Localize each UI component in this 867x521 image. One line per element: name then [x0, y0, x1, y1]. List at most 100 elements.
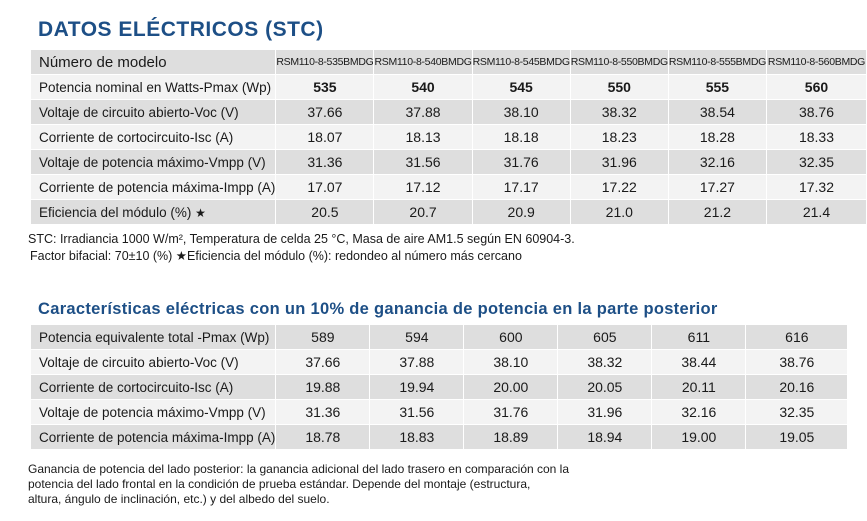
bifacial-factor-note: Factor bifacial: 70±10 (%) ★Eficiencia d… [30, 249, 522, 263]
table-cell: 18.89 [463, 424, 559, 450]
table-cell: 19.88 [275, 374, 371, 400]
table-cell: 17.22 [569, 174, 669, 200]
rear-gain-table: Potencia equivalente total -Pmax (Wp) 58… [29, 324, 849, 450]
table-cell: 560 [765, 74, 867, 100]
table-cell: 37.66 [275, 99, 375, 125]
stc-electrical-table: Número de modelo RSM110-8-535BMDG RSM110… [29, 49, 867, 225]
section-title: Características eléctricas con un 10% de… [38, 300, 718, 318]
row-label: Potencia equivalente total -Pmax (Wp) [29, 324, 277, 350]
table-cell: 32.16 [651, 399, 747, 425]
table-cell: 38.54 [667, 99, 767, 125]
table-cell: 38.76 [765, 99, 867, 125]
table-cell: 38.10 [463, 349, 559, 375]
table-cell: 32.35 [745, 399, 849, 425]
table-cell: 18.94 [557, 424, 653, 450]
table-cell: 18.18 [471, 124, 571, 150]
row-label: Corriente de cortocircuito-Isc (A) [29, 374, 277, 400]
row-label: Corriente de cortocircuito-Isc (A) [29, 124, 277, 150]
table-cell: 18.23 [569, 124, 669, 150]
model-name: RSM110-8-540BMDG [373, 49, 473, 75]
row-label: Potencia nominal en Watts-Pmax (Wp) [29, 74, 277, 100]
table-cell: 17.07 [275, 174, 375, 200]
table-cell: 38.32 [569, 99, 669, 125]
table-cell: 31.96 [557, 399, 653, 425]
table-cell: 18.07 [275, 124, 375, 150]
table-cell: 550 [569, 74, 669, 100]
table-cell: 589 [275, 324, 371, 350]
table-cell: 31.36 [275, 149, 375, 175]
table-cell: 18.13 [373, 124, 473, 150]
table-cell: 37.88 [373, 99, 473, 125]
table-cell: 38.32 [557, 349, 653, 375]
table-cell: 38.10 [471, 99, 571, 125]
table-cell: 31.96 [569, 149, 669, 175]
table-cell: 20.16 [745, 374, 849, 400]
model-name: RSM110-8-550BMDG [569, 49, 669, 75]
table-cell: 17.27 [667, 174, 767, 200]
table-cell: 20.9 [471, 199, 571, 225]
table-cell: 20.11 [651, 374, 747, 400]
table-cell: 20.00 [463, 374, 559, 400]
table-cell: 31.56 [369, 399, 465, 425]
table-cell: 540 [373, 74, 473, 100]
table-cell: 21.4 [765, 199, 867, 225]
table-row: Eficiencia del módulo (%) ★ 20.5 20.7 20… [29, 199, 867, 225]
table-cell: 18.28 [667, 124, 767, 150]
table-row: Voltaje de potencia máximo-Vmpp (V) 31.3… [29, 399, 849, 425]
table-cell: 600 [463, 324, 559, 350]
table-cell: 21.0 [569, 199, 669, 225]
stc-conditions-note: STC: Irradiancia 1000 W/m², Temperatura … [28, 232, 575, 246]
table-row: Voltaje de potencia máximo-Vmpp (V) 31.3… [29, 149, 867, 175]
table-cell: 19.00 [651, 424, 747, 450]
row-label: Voltaje de potencia máximo-Vmpp (V) [29, 399, 277, 425]
page-title: DATOS ELÉCTRICOS (STC) [38, 18, 324, 41]
table-cell: 18.78 [275, 424, 371, 450]
table-cell: 32.35 [765, 149, 867, 175]
table-cell: 20.5 [275, 199, 375, 225]
row-label: Voltaje de potencia máximo-Vmpp (V) [29, 149, 277, 175]
table-cell: 535 [275, 74, 375, 100]
table-cell: 31.36 [275, 399, 371, 425]
table-cell: 38.44 [651, 349, 747, 375]
table-row: Potencia nominal en Watts-Pmax (Wp) 535 … [29, 74, 867, 100]
model-name: RSM110-8-560BMDG [765, 49, 867, 75]
table-cell: 38.76 [745, 349, 849, 375]
table-cell: 18.83 [369, 424, 465, 450]
table-row: Corriente de cortocircuito-Isc (A) 18.07… [29, 124, 867, 150]
model-name: RSM110-8-545BMDG [471, 49, 571, 75]
row-label: Voltaje de circuito abierto-Voc (V) [29, 349, 277, 375]
table-cell: 17.17 [471, 174, 571, 200]
table-cell: 611 [651, 324, 747, 350]
table-cell: 31.76 [463, 399, 559, 425]
table-cell: 32.16 [667, 149, 767, 175]
row-label: Corriente de potencia máxima-Impp (A) [29, 174, 277, 200]
row-label: Eficiencia del módulo (%) ★ [29, 199, 277, 225]
table-row: Corriente de potencia máxima-Impp (A) 17… [29, 174, 867, 200]
table-cell: 20.7 [373, 199, 473, 225]
row-label: Voltaje de circuito abierto-Voc (V) [29, 99, 277, 125]
table-cell: 18.33 [765, 124, 867, 150]
efficiency-label: Eficiencia del módulo (%) [39, 204, 192, 220]
table-row: Corriente de potencia máxima-Impp (A) 18… [29, 424, 849, 450]
table-cell: 37.88 [369, 349, 465, 375]
table-cell: 37.66 [275, 349, 371, 375]
model-number-label: Número de modelo [29, 49, 277, 75]
row-label: Corriente de potencia máxima-Impp (A) [29, 424, 277, 450]
table-cell: 21.2 [667, 199, 767, 225]
table-header-row: Número de modelo RSM110-8-535BMDG RSM110… [29, 49, 867, 75]
table-cell: 555 [667, 74, 767, 100]
table-cell: 17.32 [765, 174, 867, 200]
table-cell: 20.05 [557, 374, 653, 400]
table-cell: 605 [557, 324, 653, 350]
table-cell: 31.56 [373, 149, 473, 175]
model-name: RSM110-8-555BMDG [667, 49, 767, 75]
model-name: RSM110-8-535BMDG [275, 49, 375, 75]
table-row: Voltaje de circuito abierto-Voc (V) 37.6… [29, 99, 867, 125]
table-cell: 19.94 [369, 374, 465, 400]
table-row: Corriente de cortocircuito-Isc (A) 19.88… [29, 374, 849, 400]
table-cell: 545 [471, 74, 571, 100]
table-cell: 19.05 [745, 424, 849, 450]
table-row: Potencia equivalente total -Pmax (Wp) 58… [29, 324, 849, 350]
table-cell: 594 [369, 324, 465, 350]
footnote-line: altura, ángulo de inclinación, etc.) y d… [28, 492, 330, 506]
